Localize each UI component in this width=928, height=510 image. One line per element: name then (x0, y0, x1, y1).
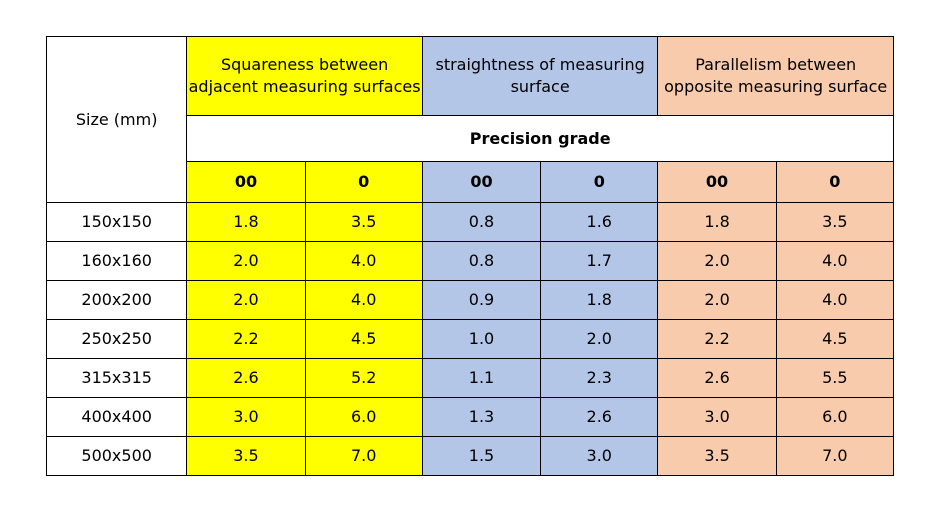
grade-header: 0 (540, 161, 659, 203)
value-cell: 1.8 (657, 202, 777, 242)
group-header-row: Size (mm) Squareness between adjacent me… (45, 36, 894, 203)
value-cell: 0.8 (421, 241, 542, 281)
table-row: 160x160 2.0 4.0 0.8 1.7 2.0 4.0 (45, 241, 895, 281)
table-row: 500x500 3.5 7.0 1.5 3.0 3.5 7.0 (45, 436, 895, 476)
spec-table: Size (mm) Squareness between adjacent me… (45, 36, 895, 476)
value-cell: 3.5 (775, 202, 895, 242)
value-cell: 1.0 (421, 319, 542, 359)
size-cell: 150x150 (45, 202, 188, 242)
value-cell: 2.6 (186, 358, 306, 398)
size-cell: 160x160 (45, 241, 188, 281)
value-cell: 2.6 (657, 358, 777, 398)
grade-header: 00 (657, 161, 777, 203)
value-cell: 1.8 (540, 280, 659, 320)
size-cell: 500x500 (45, 436, 188, 476)
value-cell: 2.3 (540, 358, 659, 398)
table-row: 400x400 3.0 6.0 1.3 2.6 3.0 6.0 (45, 397, 895, 437)
grade-header-row: 00 0 00 0 00 0 (47, 161, 895, 203)
size-cell: 200x200 (45, 280, 188, 320)
grade-header: 0 (775, 161, 895, 203)
value-cell: 3.5 (304, 202, 423, 242)
value-cell: 2.0 (186, 280, 306, 320)
value-cell: 2.2 (186, 319, 306, 359)
value-cell: 4.0 (775, 280, 895, 320)
size-cell: 250x250 (45, 319, 188, 359)
value-cell: 3.0 (657, 397, 777, 437)
value-cell: 1.6 (540, 202, 659, 242)
value-cell: 2.2 (657, 319, 777, 359)
size-cell: 315x315 (45, 358, 188, 398)
precision-grade-header: Precision grade (186, 115, 894, 162)
value-cell: 6.0 (304, 397, 423, 437)
size-cell: 400x400 (45, 397, 188, 437)
value-cell: 2.6 (540, 397, 659, 437)
value-cell: 1.5 (421, 436, 542, 476)
value-cell: 3.0 (540, 436, 659, 476)
value-cell: 4.0 (304, 241, 423, 281)
table-row: 315x315 2.6 5.2 1.1 2.3 2.6 5.5 (45, 358, 895, 398)
value-cell: 7.0 (304, 436, 423, 476)
squareness-header: Squareness between adjacent measuring su… (186, 36, 423, 116)
value-cell: 2.0 (186, 241, 306, 281)
grade-header: 00 (186, 161, 306, 203)
value-cell: 2.0 (657, 241, 777, 281)
precision-header-row: Precision grade (47, 115, 894, 162)
value-cell: 3.5 (186, 436, 306, 476)
value-cell: 1.1 (421, 358, 542, 398)
grade-header: 0 (304, 161, 423, 203)
value-cell: 4.5 (304, 319, 423, 359)
value-cell: 0.8 (421, 202, 542, 242)
value-cell: 1.8 (186, 202, 306, 242)
value-cell: 5.5 (775, 358, 895, 398)
value-cell: 3.5 (657, 436, 777, 476)
parallelism-header: Parallelism between opposite measuring s… (657, 36, 894, 116)
value-cell: 4.0 (304, 280, 423, 320)
grade-header: 00 (421, 161, 542, 203)
table-row: 150x150 1.8 3.5 0.8 1.6 1.8 3.5 (45, 202, 895, 242)
straightness-header: straightness of measuring surface (421, 36, 659, 116)
value-cell: 2.0 (657, 280, 777, 320)
value-cell: 6.0 (775, 397, 895, 437)
table-row: 200x200 2.0 4.0 0.9 1.8 2.0 4.0 (45, 280, 895, 320)
value-cell: 4.5 (775, 319, 895, 359)
value-cell: 1.3 (421, 397, 542, 437)
value-cell: 1.7 (540, 241, 659, 281)
size-header: Size (mm) (45, 36, 188, 203)
value-cell: 5.2 (304, 358, 423, 398)
value-cell: 2.0 (540, 319, 659, 359)
value-cell: 0.9 (421, 280, 542, 320)
value-cell: 3.0 (186, 397, 306, 437)
table-row: 250x250 2.2 4.5 1.0 2.0 2.2 4.5 (45, 319, 895, 359)
value-cell: 4.0 (775, 241, 895, 281)
value-cell: 7.0 (775, 436, 895, 476)
